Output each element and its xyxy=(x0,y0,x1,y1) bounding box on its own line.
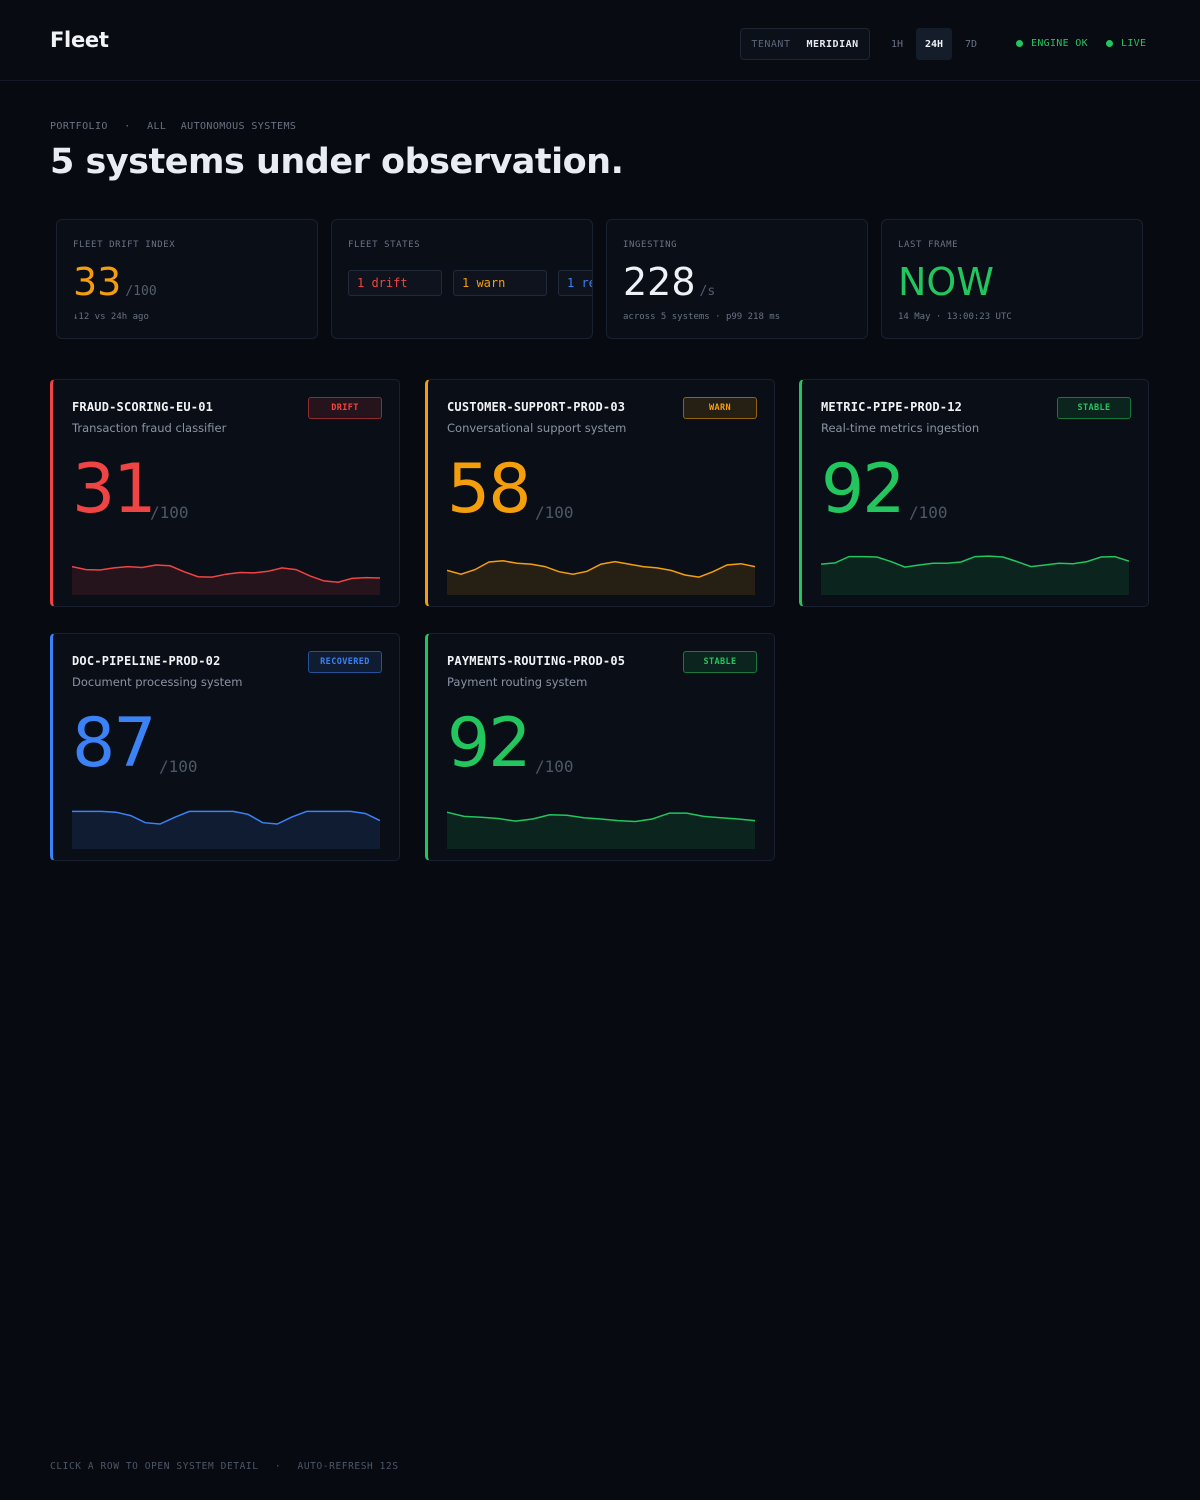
engine-status: ENGINE OK xyxy=(1016,38,1088,49)
kpi-sub: across 5 systems · p99 218 ms xyxy=(623,312,781,322)
status-badge: STABLE xyxy=(1057,397,1131,419)
kpi-value: NOW xyxy=(898,260,994,304)
footer-refresh: AUTO-REFRESH 12S xyxy=(297,1461,399,1472)
health-score: 92 xyxy=(821,450,906,529)
trend-sparkline xyxy=(821,545,1129,595)
score-max: /100 xyxy=(150,503,189,522)
system-description: Document processing system xyxy=(72,675,243,689)
breadcrumb-portfolio[interactable]: PORTFOLIO xyxy=(50,121,108,132)
kpi-unit: /100 xyxy=(125,284,157,299)
kpi-sub: ↓12 vs 24h ago xyxy=(73,312,149,322)
sparkline-line xyxy=(447,812,755,821)
system-name: CUSTOMER-SUPPORT-PROD-03 xyxy=(447,400,626,414)
engine-status-label: ENGINE OK xyxy=(1031,38,1088,49)
sparkline-line xyxy=(72,811,380,824)
score-max: /100 xyxy=(535,757,574,776)
system-description: Transaction fraud classifier xyxy=(72,421,227,435)
system-card[interactable]: FRAUD-SCORING-EU-01 DRIFT Transaction fr… xyxy=(50,379,400,607)
sparkline-line xyxy=(821,556,1129,567)
score-max: /100 xyxy=(535,503,574,522)
kpi-value: 33 xyxy=(73,260,122,304)
score-max: /100 xyxy=(159,757,198,776)
health-score: 92 xyxy=(447,704,532,783)
kpi-value-wrap: 33/100 xyxy=(73,260,157,304)
tenant-label: TENANT xyxy=(751,38,791,50)
system-card[interactable]: PAYMENTS-ROUTING-PROD-05 STABLE Payment … xyxy=(425,633,775,861)
time-range-selector: 1H 24H 7D xyxy=(880,28,988,60)
trend-sparkline xyxy=(72,545,380,595)
kpi-sub: 14 May · 13:00:23 UTC xyxy=(898,312,1012,322)
range-1h[interactable]: 1H xyxy=(890,38,904,50)
kpi-label: INGESTING xyxy=(623,240,678,250)
kpi-label: LAST FRAME xyxy=(898,240,959,250)
trend-sparkline xyxy=(447,799,755,849)
kpi-label: FLEET STATES xyxy=(348,240,421,250)
sparkline-area xyxy=(821,556,1129,595)
kpi-fleet-drift-index: FLEET DRIFT INDEX 33/100 ↓12 vs 24h ago xyxy=(56,219,318,339)
system-name: METRIC-PIPE-PROD-12 xyxy=(821,400,963,414)
status-badge: STABLE xyxy=(683,651,757,673)
range-24h[interactable]: 24H xyxy=(916,28,952,60)
live-status: LIVE xyxy=(1106,38,1146,49)
system-description: Real-time metrics ingestion xyxy=(821,421,980,435)
app-title: Fleet xyxy=(50,28,109,52)
system-description: Conversational support system xyxy=(447,421,627,435)
system-card[interactable]: DOC-PIPELINE-PROD-02 RECOVERED Document … xyxy=(50,633,400,861)
status-badge: WARN xyxy=(683,397,757,419)
page-title: 5 systems under observation. xyxy=(50,142,624,182)
status-dot-icon xyxy=(1016,40,1023,47)
breadcrumb-all[interactable]: ALL xyxy=(147,121,167,132)
footer-hint: CLICK A ROW TO OPEN SYSTEM DETAIL · AUTO… xyxy=(50,1461,399,1472)
top-bar: Fleet TENANT MERIDIAN 1H 24H 7D ENGINE O… xyxy=(0,0,1200,81)
status-badge: RECOVERED xyxy=(308,651,382,673)
kpi-label: FLEET DRIFT INDEX xyxy=(73,240,176,250)
kpi-fleet-states: FLEET STATES 1 drift 1 warn 1 recovered xyxy=(331,219,593,339)
system-name: PAYMENTS-ROUTING-PROD-05 xyxy=(447,654,626,668)
tenant-selector[interactable]: TENANT MERIDIAN xyxy=(740,28,870,60)
footer-click-hint: CLICK A ROW TO OPEN SYSTEM DETAIL xyxy=(50,1461,259,1472)
live-status-label: LIVE xyxy=(1121,38,1147,49)
trend-sparkline xyxy=(447,545,755,595)
state-pill-warn[interactable]: 1 warn xyxy=(453,270,547,296)
kpi-value: 228 xyxy=(623,260,696,304)
health-score: 58 xyxy=(447,450,532,529)
status-badge: DRIFT xyxy=(308,397,382,419)
breadcrumb: PORTFOLIO · ALL AUTONOMOUS SYSTEMS xyxy=(50,121,304,132)
trend-sparkline xyxy=(72,799,380,849)
score-max: /100 xyxy=(909,503,948,522)
system-name: FRAUD-SCORING-EU-01 xyxy=(72,400,214,414)
breadcrumb-autonomous-systems: AUTONOMOUS SYSTEMS xyxy=(180,121,297,132)
sparkline-area xyxy=(447,560,755,595)
kpi-unit: /s xyxy=(699,284,716,299)
state-pill-drift[interactable]: 1 drift xyxy=(348,270,442,296)
footer-separator: · xyxy=(274,1461,282,1472)
system-card[interactable]: CUSTOMER-SUPPORT-PROD-03 WARN Conversati… xyxy=(425,379,775,607)
live-dot-icon xyxy=(1106,40,1113,47)
state-pill-recovered[interactable]: 1 recovered xyxy=(558,270,592,296)
range-7d[interactable]: 7D xyxy=(964,38,978,50)
sparkline-area xyxy=(72,565,380,595)
sparkline-line xyxy=(72,565,380,582)
kpi-ingesting: INGESTING 228/s across 5 systems · p99 2… xyxy=(606,219,868,339)
health-score: 87 xyxy=(72,704,157,783)
sparkline-area xyxy=(447,812,755,849)
system-description: Payment routing system xyxy=(447,675,588,689)
sparkline-area xyxy=(72,811,380,849)
kpi-last-frame: LAST FRAME NOW 14 May · 13:00:23 UTC xyxy=(881,219,1143,339)
sparkline-line xyxy=(447,561,755,577)
tenant-value: MERIDIAN xyxy=(806,38,859,50)
breadcrumb-separator: · xyxy=(124,121,131,132)
health-score: 31 xyxy=(72,450,157,529)
system-card[interactable]: METRIC-PIPE-PROD-12 STABLE Real-time met… xyxy=(799,379,1149,607)
system-name: DOC-PIPELINE-PROD-02 xyxy=(72,654,221,668)
kpi-value-wrap: 228/s xyxy=(623,260,715,304)
